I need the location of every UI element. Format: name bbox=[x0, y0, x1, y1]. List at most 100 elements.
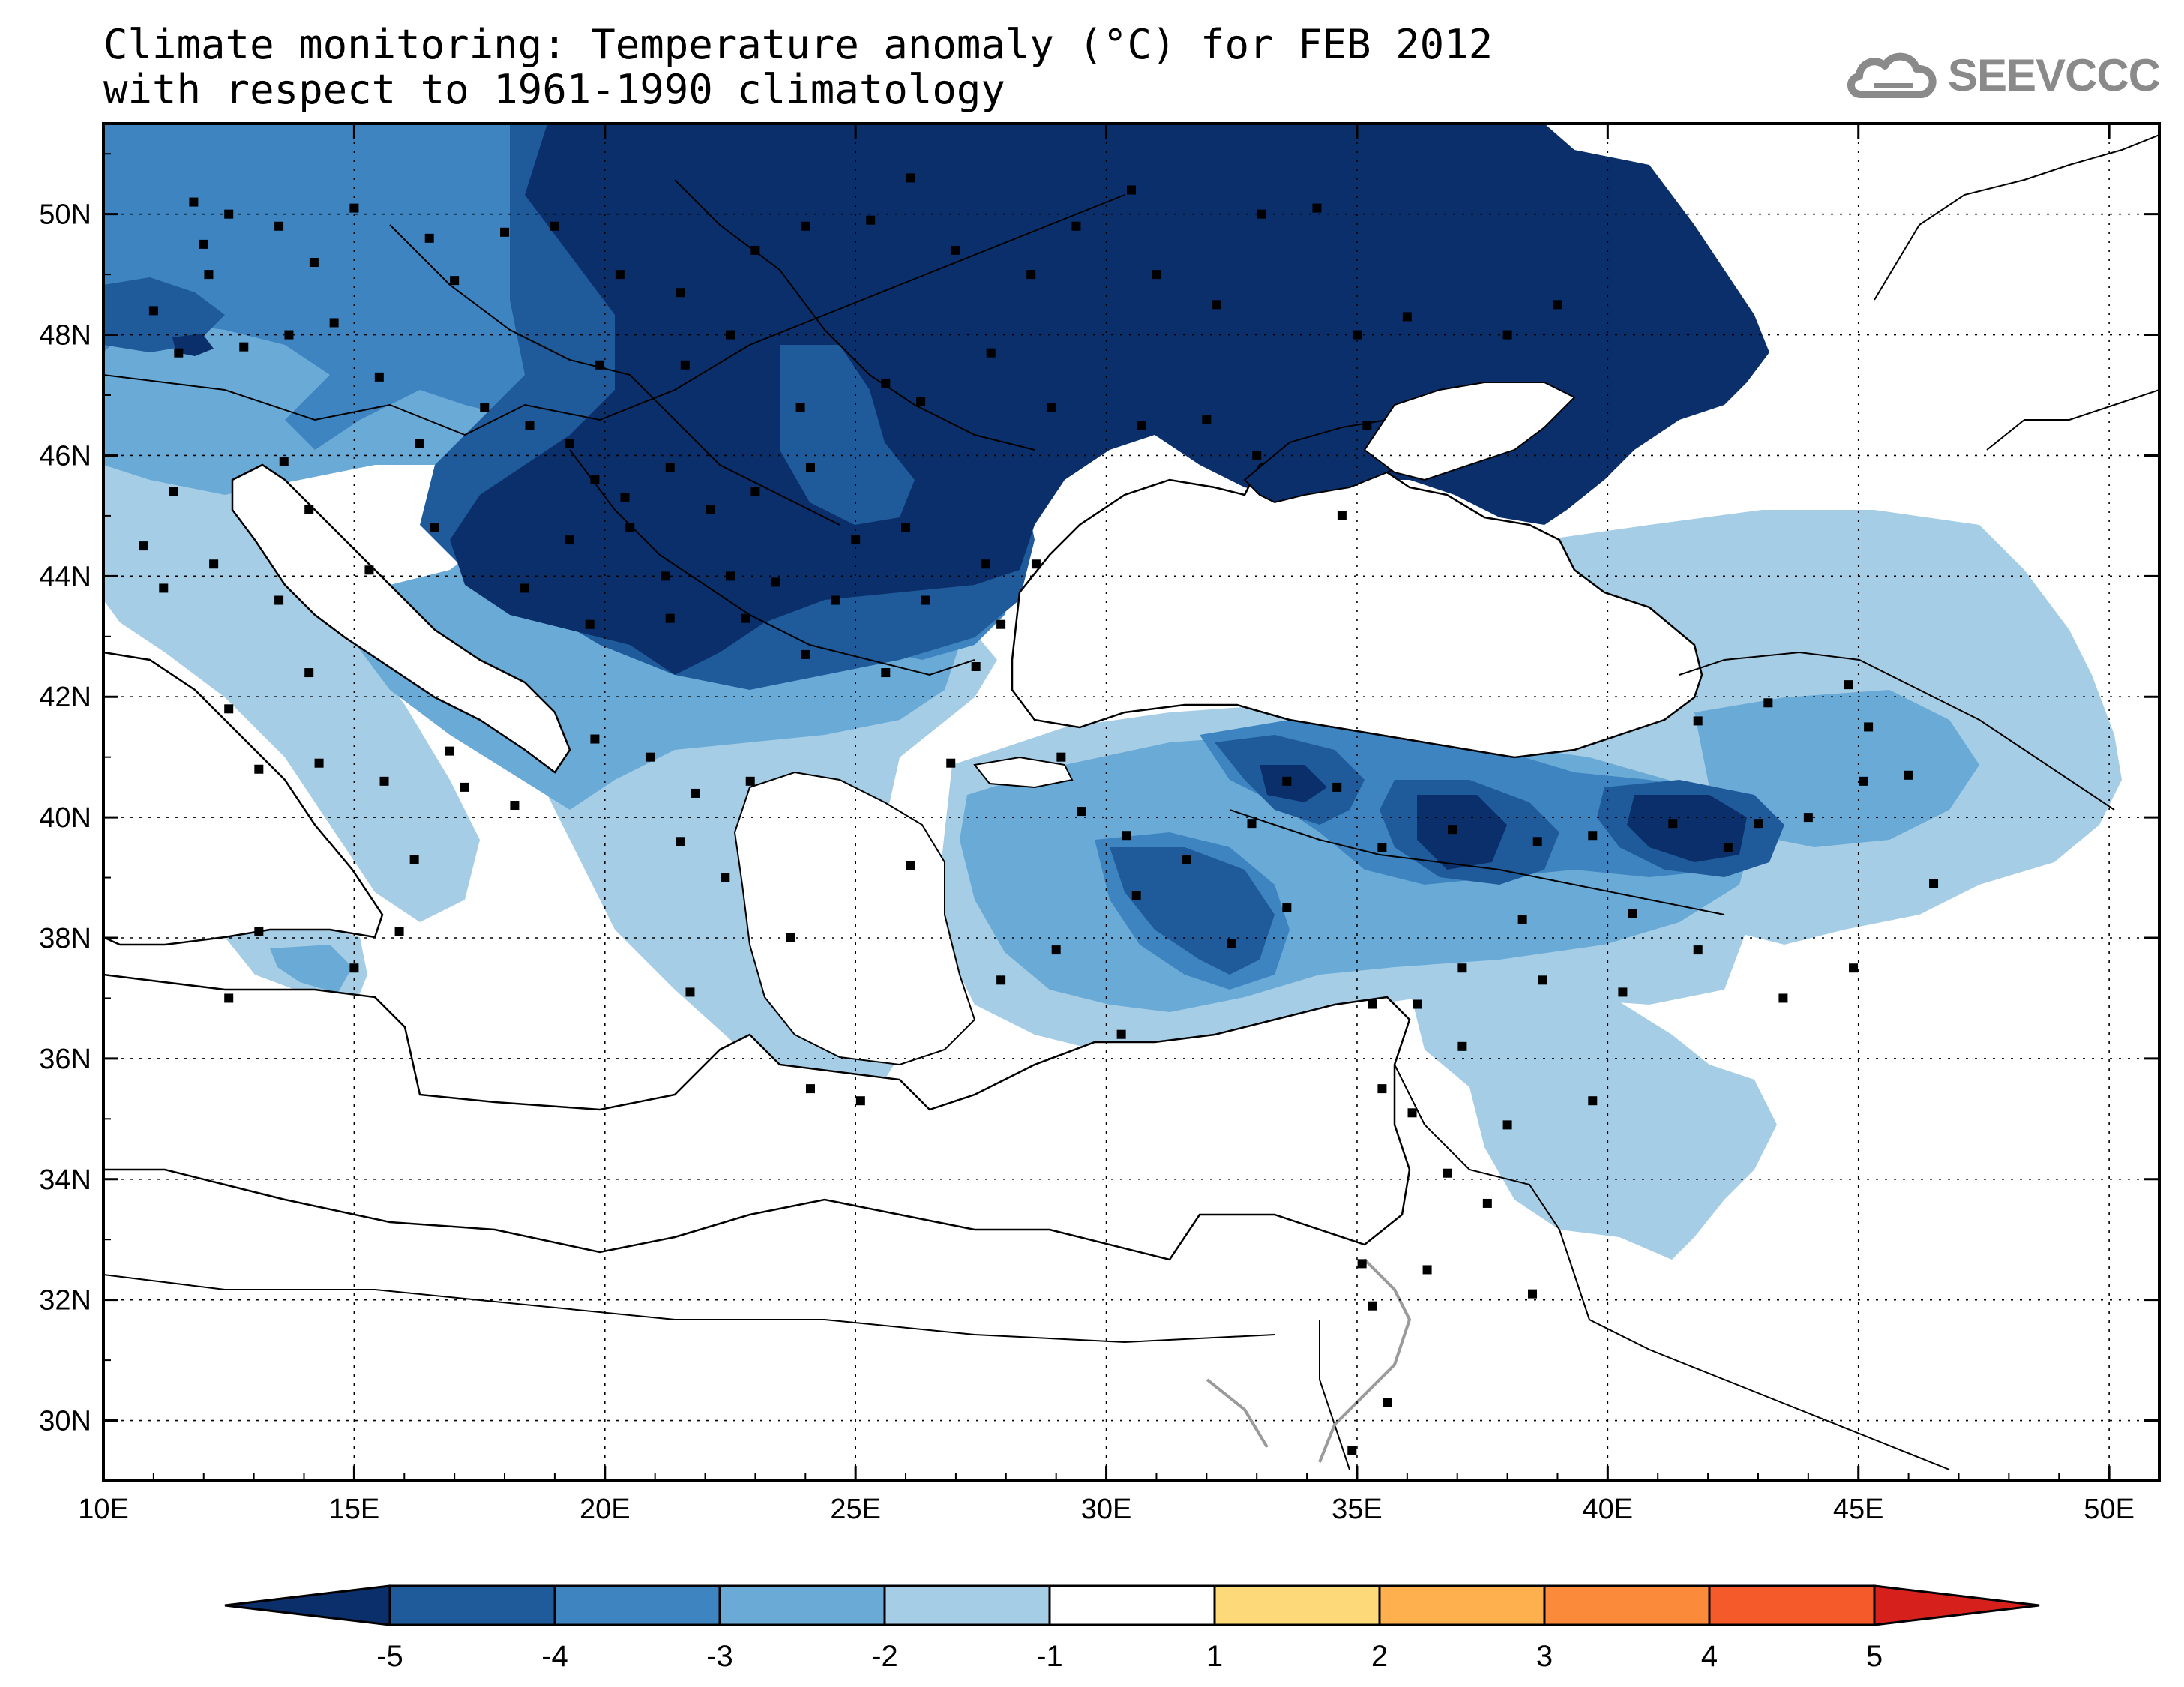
station-marker bbox=[1182, 855, 1191, 864]
station-marker bbox=[480, 403, 490, 412]
station-marker bbox=[615, 270, 625, 280]
station-marker bbox=[520, 583, 529, 593]
station-marker bbox=[1051, 945, 1061, 955]
station-marker bbox=[1849, 963, 1859, 973]
station-marker bbox=[1448, 825, 1457, 835]
cloud-icon bbox=[1847, 52, 1937, 98]
colorbar-segment bbox=[553, 1584, 721, 1626]
station-marker bbox=[1422, 1265, 1432, 1275]
station-marker bbox=[971, 662, 981, 671]
station-marker bbox=[1127, 185, 1136, 195]
station-marker bbox=[450, 276, 460, 286]
station-marker bbox=[1056, 752, 1066, 762]
colorbar-label: -1 bbox=[1036, 1640, 1063, 1673]
station-marker bbox=[510, 801, 520, 811]
black-sea bbox=[1011, 448, 1703, 759]
station-marker bbox=[1332, 782, 1342, 792]
mediterranean-sea bbox=[103, 973, 1411, 1261]
station-marker bbox=[986, 348, 996, 358]
station-marker bbox=[139, 541, 148, 551]
station-marker bbox=[174, 348, 184, 358]
station-marker bbox=[409, 855, 419, 864]
station-marker bbox=[349, 203, 359, 213]
anomaly-band-north-cold-core bbox=[103, 277, 225, 352]
station-marker bbox=[906, 173, 915, 183]
station-marker bbox=[1383, 1398, 1392, 1407]
station-marker bbox=[771, 577, 780, 587]
station-marker bbox=[1247, 819, 1257, 829]
colorbar-label: 2 bbox=[1371, 1640, 1388, 1673]
station-marker bbox=[1803, 813, 1813, 823]
station-marker bbox=[424, 233, 434, 243]
y-tick-label: 42N bbox=[39, 682, 91, 713]
station-marker bbox=[725, 330, 735, 340]
station-marker bbox=[1347, 1446, 1357, 1455]
station-marker bbox=[595, 360, 605, 370]
station-marker bbox=[951, 245, 960, 255]
station-marker bbox=[1282, 776, 1292, 786]
station-marker bbox=[665, 613, 675, 623]
border-line bbox=[1986, 389, 2159, 451]
station-marker bbox=[1693, 716, 1703, 726]
station-marker bbox=[1553, 300, 1562, 310]
station-marker bbox=[805, 1084, 815, 1094]
plot-frame bbox=[102, 122, 2161, 1482]
station-marker bbox=[661, 571, 670, 581]
station-marker bbox=[685, 987, 695, 997]
station-marker bbox=[921, 595, 930, 605]
station-marker bbox=[590, 734, 600, 744]
station-marker bbox=[881, 378, 891, 388]
colorbar-label: -4 bbox=[541, 1640, 568, 1673]
station-marker bbox=[1282, 903, 1292, 912]
y-tick-label: 48N bbox=[39, 320, 91, 352]
title-line-1: Climate monitoring: Temperature anomaly … bbox=[103, 21, 1493, 68]
colorbar: -5 -4 -3 -2 -1 1 2 3 4 5 bbox=[224, 1584, 2040, 1673]
station-marker bbox=[1502, 330, 1512, 340]
station-marker bbox=[224, 993, 234, 1003]
title-line-2: with respect to 1961-1990 climatology bbox=[103, 66, 1005, 113]
station-marker bbox=[1864, 722, 1874, 732]
station-marker bbox=[946, 758, 956, 768]
station-marker bbox=[706, 505, 715, 514]
station-marker bbox=[851, 535, 861, 545]
station-marker bbox=[801, 221, 810, 231]
station-marker bbox=[1131, 891, 1141, 900]
station-marker bbox=[1723, 843, 1733, 852]
anomaly-region-syria-iraq bbox=[1410, 975, 1777, 1260]
border-line bbox=[1319, 1320, 1350, 1470]
border-line bbox=[1229, 809, 1725, 915]
station-marker bbox=[906, 861, 915, 870]
station-marker bbox=[1628, 909, 1637, 918]
station-marker bbox=[460, 782, 469, 792]
station-marker bbox=[1116, 1029, 1126, 1039]
station-marker bbox=[1368, 1301, 1377, 1311]
station-marker bbox=[676, 837, 685, 846]
station-marker bbox=[1046, 403, 1056, 412]
station-marker bbox=[676, 288, 685, 298]
station-marker bbox=[224, 209, 234, 219]
station-marker bbox=[1482, 1198, 1492, 1208]
anomaly-band-sicily-inner bbox=[270, 945, 352, 993]
station-marker bbox=[304, 668, 314, 678]
colorbar-label: -2 bbox=[871, 1640, 898, 1673]
station-marker bbox=[1402, 312, 1412, 322]
station-marker bbox=[415, 439, 424, 448]
jordan-river bbox=[1206, 1258, 1412, 1463]
latitude-axis: 30N 32N 34N 36N 38N 40N 42N 44N 46N 48N 50N bbox=[39, 153, 2159, 1482]
station-marker bbox=[565, 439, 574, 448]
station-marker bbox=[274, 221, 284, 231]
logo-text: SEEVCCC bbox=[1947, 49, 2161, 100]
station-marker bbox=[795, 403, 805, 412]
anomaly-core-ukraine-warm-pocket bbox=[780, 345, 915, 525]
station-marker bbox=[1413, 999, 1422, 1009]
station-marker bbox=[1337, 511, 1347, 520]
colorbar-label: 1 bbox=[1206, 1640, 1223, 1673]
station-marker bbox=[881, 668, 891, 678]
station-marker bbox=[329, 318, 339, 328]
station-marker bbox=[1227, 939, 1236, 949]
station-marker bbox=[750, 245, 760, 255]
y-tick-label: 46N bbox=[39, 440, 91, 472]
station-marker bbox=[550, 221, 559, 231]
colorbar-segment bbox=[1213, 1584, 1381, 1626]
